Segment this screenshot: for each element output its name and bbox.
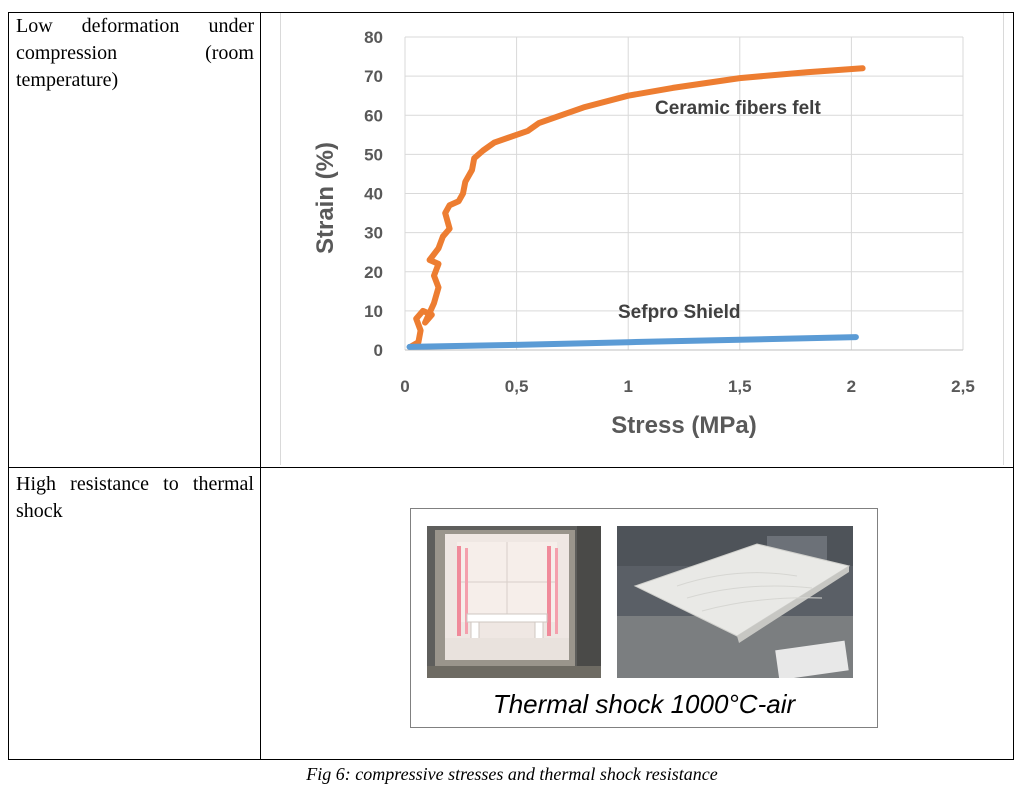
plate-photo: [617, 526, 853, 678]
photo-caption: Thermal shock 1000°C-air: [492, 689, 796, 719]
series-lines: [406, 65, 866, 350]
properties-table: Low deformation under compression (room …: [8, 12, 1014, 760]
x-tick-label: 0: [400, 377, 409, 396]
series-line-sefpro-shield: [406, 334, 859, 350]
series-label-sefpro-shield: Sefpro Shield: [618, 302, 740, 323]
x-tick-label: 2: [847, 377, 856, 396]
y-tick-label: 40: [364, 185, 383, 204]
y-axis-title: Strain (%): [312, 142, 339, 254]
y-tick-labels: 0 10 20 30 40 50 60 70 80: [364, 28, 383, 360]
chart-grid: [404, 36, 964, 351]
y-tick-label: 80: [364, 28, 383, 47]
row-divider: [9, 467, 1013, 468]
furnace-photo: [427, 526, 601, 678]
x-tick-labels: 0 0,5 1 1,5 2 2,5: [400, 377, 975, 396]
property-cell-thermal-shock: High resistance to thermal shock: [16, 473, 254, 522]
thermal-shock-photo-panel: Thermal shock 1000°C-air: [410, 508, 878, 728]
y-tick-label: 20: [364, 263, 383, 282]
chart-area: 0 10 20 30 40 50 60 70 80 0 0,5 1 1,5 2 2,5 Strain (%…: [280, 13, 1004, 465]
x-axis-title: Stress (MPa): [611, 412, 756, 439]
y-tick-label: 70: [364, 67, 383, 86]
y-tick-label: 10: [364, 302, 383, 321]
column-divider: [260, 13, 261, 759]
x-tick-label: 1,5: [728, 377, 752, 396]
x-tick-label: 2,5: [951, 377, 975, 396]
x-tick-label: 0,5: [505, 377, 529, 396]
y-tick-label: 50: [364, 145, 383, 164]
y-tick-label: 30: [364, 224, 383, 243]
property-cell-compression: Low deformation under compression (room …: [16, 15, 254, 91]
x-tick-label: 1: [623, 377, 632, 396]
series-label-ceramic-fibers-felt: Ceramic fibers felt: [655, 98, 821, 119]
y-tick-label: 0: [374, 341, 383, 360]
figure-caption: Fig 6: compressive stresses and thermal …: [306, 764, 718, 784]
series-line-ceramic-fibers-felt: [408, 65, 866, 350]
y-tick-label: 60: [364, 106, 383, 125]
strain-stress-chart: 0 10 20 30 40 50 60 70 80 0 0,5 1 1,5 2 2,5 Strain (%…: [312, 28, 975, 439]
